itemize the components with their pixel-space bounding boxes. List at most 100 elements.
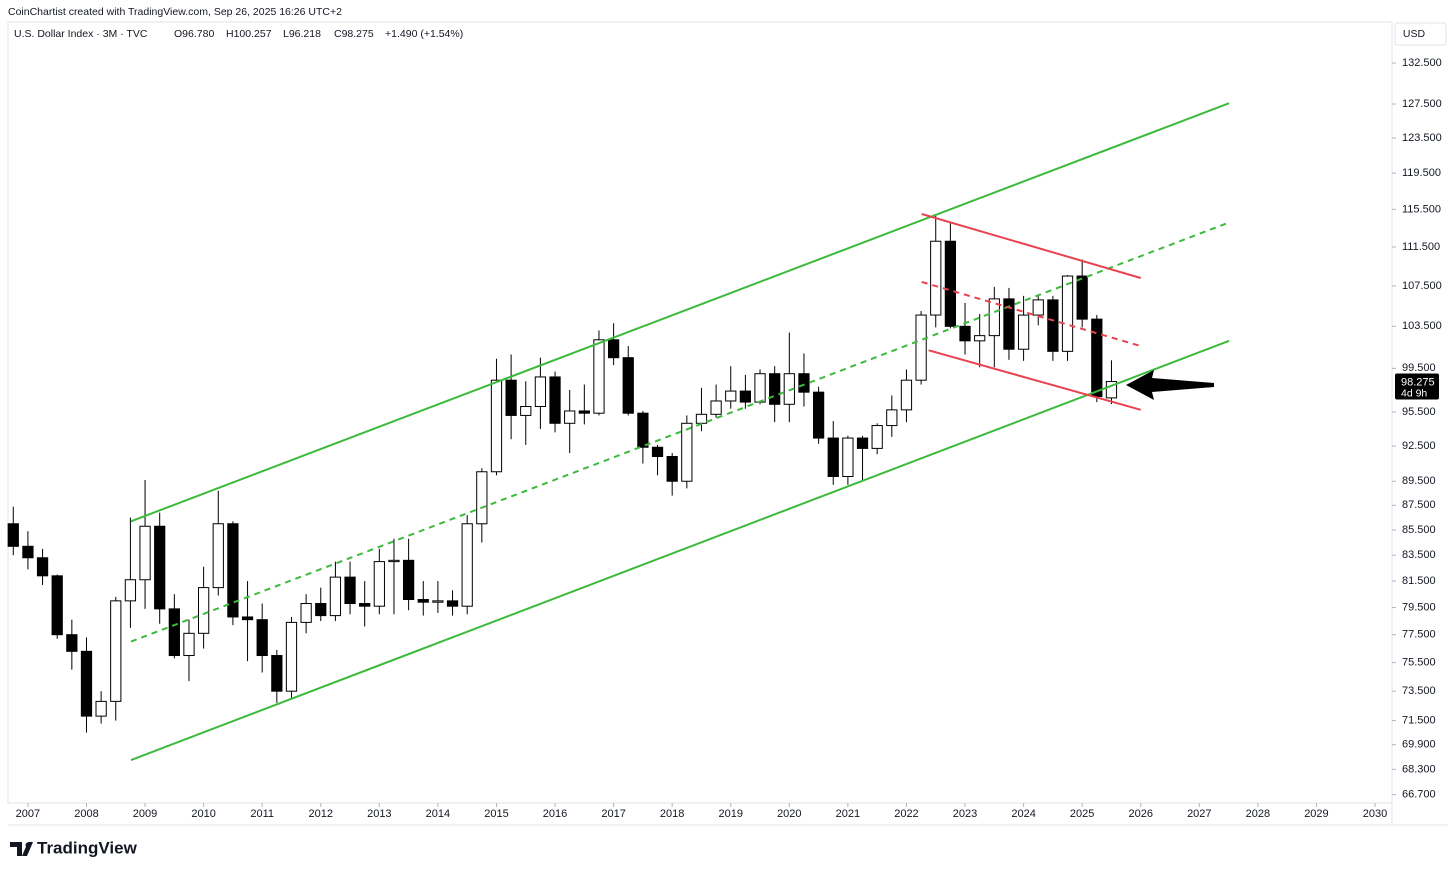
x-tick-label: 2023 [953,808,977,820]
candle-body [593,339,605,414]
candle-body [886,409,898,427]
candle-body [417,599,429,603]
candle-body [769,373,781,405]
candle-body [930,240,942,316]
candle-body [739,390,752,403]
candle-body [1047,299,1059,352]
candle-body [329,576,342,617]
x-tick-label: 2027 [1187,808,1211,820]
candle-body [154,525,166,610]
y-tick-label: 77.500 [1402,629,1436,641]
candle-body [7,523,19,547]
legend-low: L96.218 [283,28,321,40]
x-tick-label: 2012 [309,808,333,820]
candle-body [710,400,722,415]
y-tick-label: 87.500 [1402,499,1436,511]
candle-body [344,576,356,605]
candle-body [959,325,971,342]
currency-box[interactable] [1394,22,1447,46]
candle-body [900,379,913,411]
credit: CoinChartist created with TradingView.co… [8,6,342,18]
candle-body [974,335,986,342]
candle-body [315,603,327,617]
candle-body [871,425,883,449]
candle-body [461,523,473,607]
candle-body [842,437,854,477]
x-tick-label: 2022 [894,808,918,820]
y-tick-label: 103.500 [1402,320,1442,332]
trendline [921,213,1142,279]
y-tick-label: 79.500 [1402,601,1436,613]
y-tick-label: 73.500 [1402,685,1436,697]
x-tick-label: 2014 [426,808,450,820]
trendline [921,280,1142,348]
candle-body [988,298,1000,337]
x-tick-label: 2010 [191,808,215,820]
candle-body [271,655,283,692]
candle-body [22,545,34,559]
candle-body [578,410,590,414]
candle-body [168,608,180,657]
x-tick-label: 2018 [660,808,684,820]
x-tick-label: 2011 [250,808,274,820]
candle-body [666,456,678,482]
y-tick-label: 68.300 [1402,763,1436,775]
candle-body [139,525,151,581]
brand: TradingView [10,838,138,857]
x-tick-label: 2008 [74,808,98,820]
countdown: 4d 9h [1401,387,1427,399]
trendline [130,339,1230,762]
y-tick-label: 123.500 [1402,132,1442,144]
y-tick-label: 132.500 [1402,57,1442,69]
y-tick-label: 69.900 [1402,739,1436,751]
trendline [130,221,1230,643]
legend-open: O96.780 [174,28,214,40]
x-tick-label: 2025 [1070,808,1094,820]
candle-body [432,600,444,603]
x-tick-label: 2015 [484,808,508,820]
candle-body [476,471,488,525]
x-tick-label: 2030 [1363,808,1387,820]
candle-body [183,632,195,657]
y-tick-label: 115.500 [1402,203,1441,215]
candle-body [944,240,957,327]
x-tick-label: 2019 [719,808,743,820]
y-tick-label: 83.500 [1402,549,1436,561]
x-tick-label: 2009 [133,808,157,820]
candle-body [402,559,415,601]
arrow [1126,370,1214,400]
candle-body [95,700,107,717]
candle-body [1091,318,1103,398]
symbol: U.S. Dollar Index · 3M · TVC [14,28,148,40]
candle-body [66,634,78,652]
y-tick-label: 127.500 [1402,98,1442,110]
legend-change: +1.490 (+1.54%) [385,28,463,40]
x-tick-label: 2021 [836,808,860,820]
candle-body [827,437,839,477]
y-tick-label: 111.500 [1402,241,1440,253]
legend-high: H100.257 [226,28,272,40]
x-tick-label: 2028 [1246,808,1270,820]
marks [7,102,1230,762]
x-tick-label: 2029 [1304,808,1328,820]
candle-body [256,619,268,657]
currency[interactable]: USD [1403,28,1426,40]
candle-body [446,600,459,607]
candle-body [637,412,649,448]
symbol-legend: U.S. Dollar Index · 3M · TVC O96.780 H10… [14,28,463,40]
brand-name: TradingView [37,838,138,857]
trendline [130,102,1230,523]
candle-body [80,650,93,717]
y-tick-label: 85.500 [1402,524,1436,536]
trendline [928,349,1142,411]
candle-body [798,373,810,393]
candle-body [1032,299,1044,316]
candle-body [520,406,532,416]
candle-body [300,603,312,623]
candle-body [725,390,737,402]
brand-logo-dot [25,842,31,848]
candle-body [1003,298,1015,350]
x-tick-label: 2016 [543,808,567,820]
candle-body [388,559,400,563]
